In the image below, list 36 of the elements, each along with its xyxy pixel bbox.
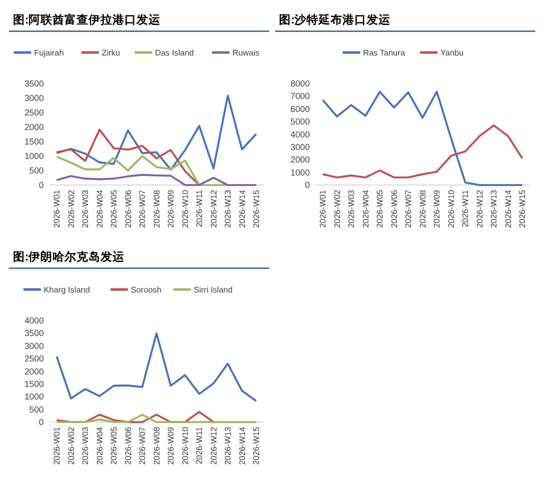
y-tick-label: 3000 bbox=[24, 340, 44, 351]
y-tick-label: 3500 bbox=[24, 78, 44, 89]
y-tick-label: 3000 bbox=[24, 93, 44, 104]
y-tick-label: 500 bbox=[29, 404, 44, 414]
y-tick-label: 8000 bbox=[290, 78, 310, 89]
chart-title: 图:伊朗哈尔克岛发运 bbox=[12, 249, 125, 264]
y-tick-label: 4000 bbox=[24, 316, 44, 326]
chart-title: 图:阿联酋富查伊拉港口发运 bbox=[12, 12, 161, 26]
line-series bbox=[56, 94, 258, 171]
y-tick-label: 3000 bbox=[290, 142, 310, 152]
y-tick-label: 7000 bbox=[290, 91, 310, 102]
y-tick-label: 500 bbox=[29, 166, 44, 176]
line-series bbox=[322, 90, 524, 186]
line-series bbox=[56, 155, 229, 186]
y-tick-label: 3500 bbox=[24, 328, 44, 338]
y-tick-label: 0 bbox=[304, 180, 310, 190]
y-tick-label: 5000 bbox=[290, 116, 310, 127]
y-tick-label: 2000 bbox=[24, 366, 44, 376]
y-tick-label: 4000 bbox=[290, 129, 310, 140]
line-series bbox=[56, 128, 200, 186]
y-tick-label: 2500 bbox=[24, 354, 44, 364]
y-tick-label: 1000 bbox=[290, 167, 310, 178]
y-tick-label: 1000 bbox=[24, 151, 44, 162]
y-tick-label: 2500 bbox=[24, 108, 44, 118]
y-tick-label: 1500 bbox=[24, 379, 44, 390]
y-tick-label: 2000 bbox=[24, 122, 44, 132]
chart-title: 图:沙特延布港口发运 bbox=[278, 12, 391, 26]
y-tick-label: 0 bbox=[38, 180, 44, 190]
line-series bbox=[322, 124, 524, 178]
line-series bbox=[56, 174, 258, 186]
y-tick-label: 1000 bbox=[24, 392, 44, 402]
y-tick-label: 6000 bbox=[290, 104, 310, 114]
line-series bbox=[56, 332, 258, 402]
y-tick-label: 2000 bbox=[290, 154, 310, 165]
y-tick-label: 0 bbox=[38, 417, 44, 428]
y-tick-label: 1500 bbox=[24, 136, 44, 147]
